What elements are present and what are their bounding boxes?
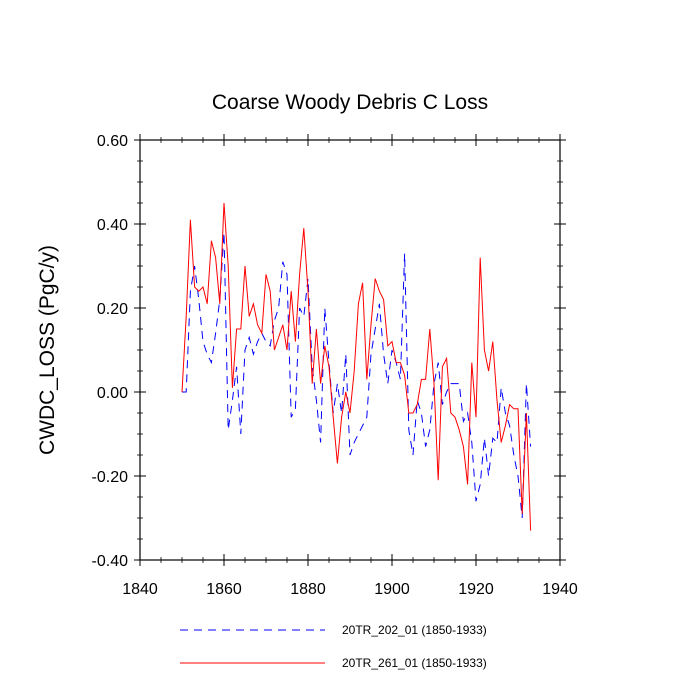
legend-label-2: 20TR_261_01 (1850-1933)	[342, 656, 487, 670]
plot-frame	[139, 139, 561, 561]
x-axis-ticks: 1840 1860 1880 1900 1920 1940	[122, 134, 578, 598]
legend-label-1: 20TR_202_01 (1850-1933)	[342, 623, 487, 637]
series-line-1	[182, 232, 532, 519]
y-tick-label: -0.40	[92, 553, 129, 570]
x-tick-label: 1880	[290, 581, 326, 598]
y-tick-label: 0.00	[97, 385, 128, 402]
x-tick-label: 1940	[542, 581, 578, 598]
y-tick-label: 0.40	[97, 217, 128, 234]
y-axis-ticks: -0.40 -0.20 0.00 0.20 0.40 0.60	[92, 133, 566, 570]
legend: 20TR_202_01 (1850-1933) 20TR_261_01 (1850…	[180, 623, 487, 670]
x-tick-label: 1840	[122, 581, 158, 598]
y-tick-label: 0.60	[97, 133, 128, 150]
plot-area-border	[139, 139, 561, 561]
chart-title: Coarse Woody Debris C Loss	[212, 91, 488, 114]
y-tick-label: 0.20	[97, 301, 128, 318]
x-tick-label: 1900	[374, 581, 410, 598]
series-layer	[181, 202, 532, 531]
x-tick-label: 1920	[458, 581, 494, 598]
y-tick-label: -0.20	[92, 469, 129, 486]
y-axis-label: CWDC_LOSS (PgC/y)	[36, 245, 59, 455]
x-tick-label: 1860	[206, 581, 242, 598]
series-line-2	[181, 202, 532, 531]
